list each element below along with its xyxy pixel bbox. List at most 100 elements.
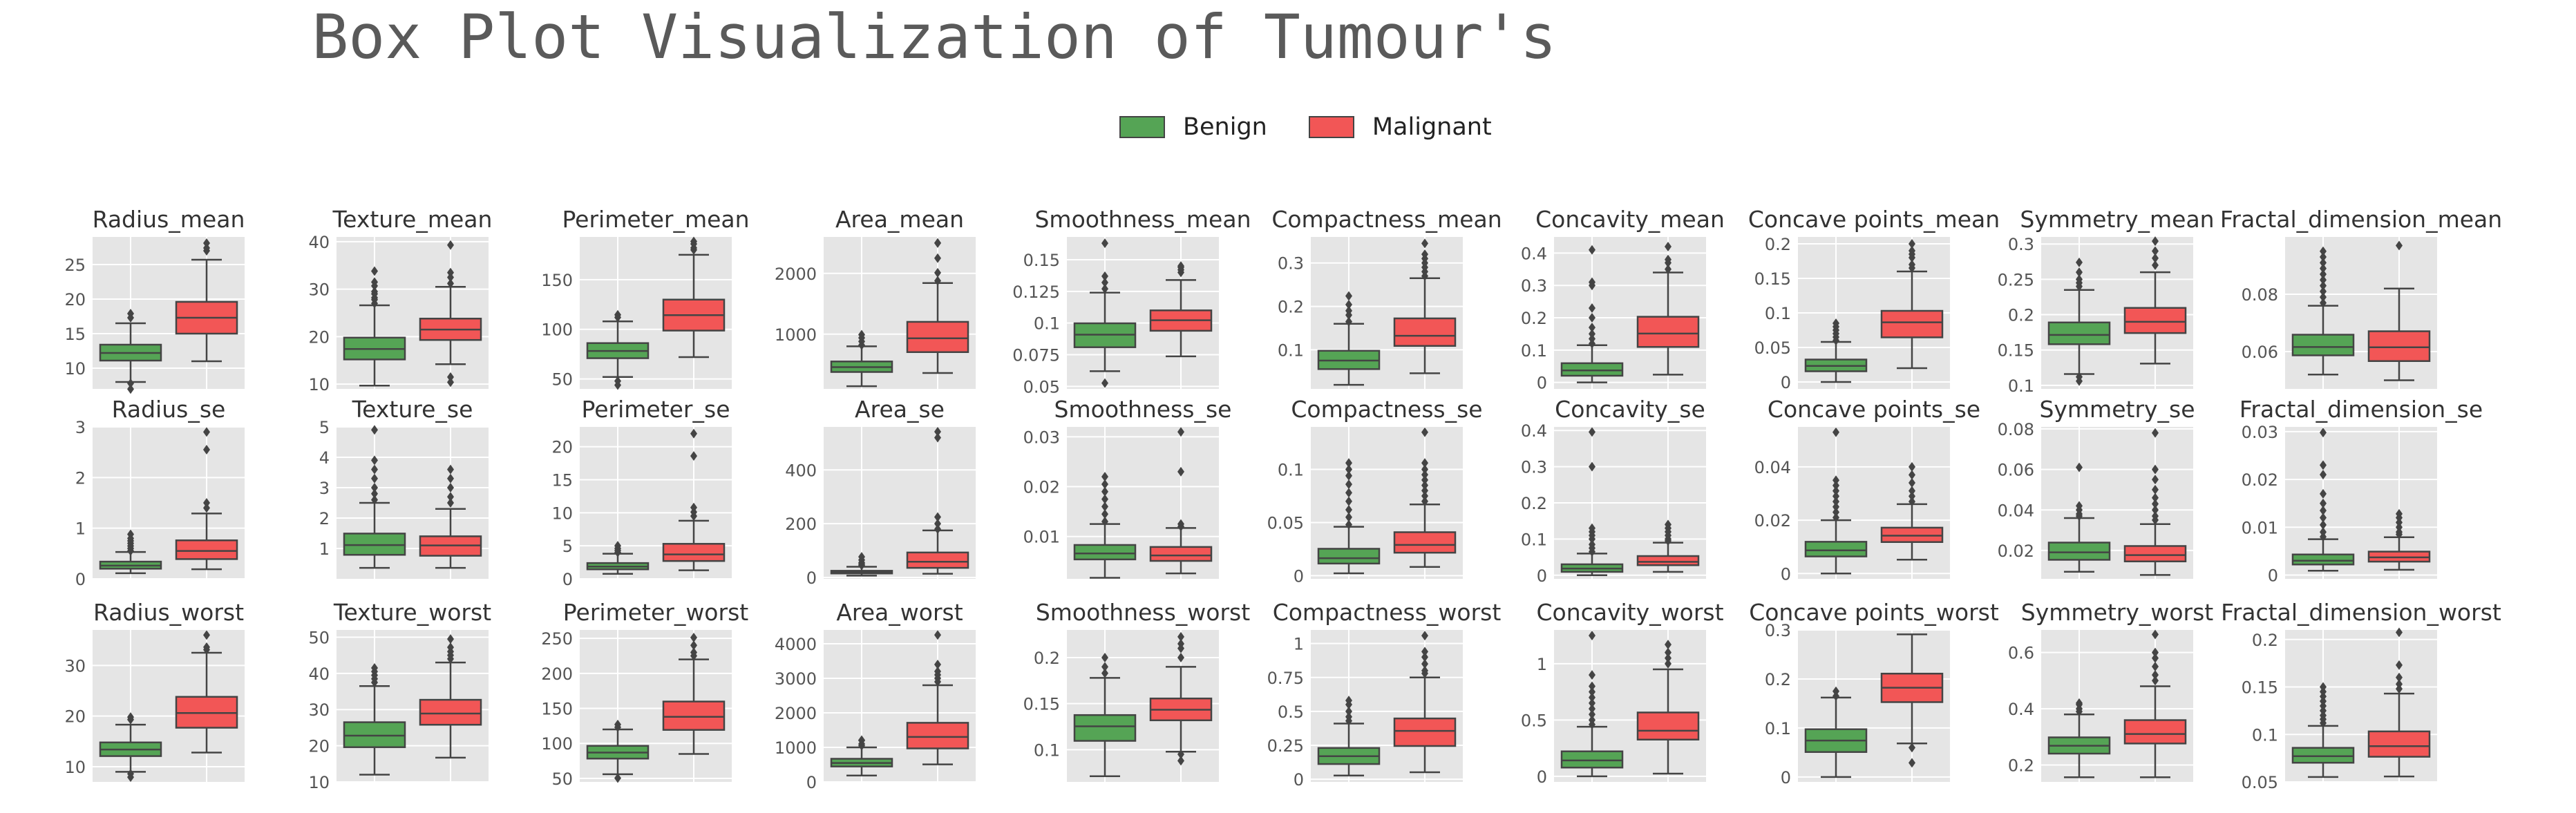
y-tick-label: 0.4 [1521, 421, 1547, 441]
y-tick-label: 0.1 [2008, 376, 2034, 396]
malignant-outlier [447, 464, 454, 475]
malignant-outlier [1421, 496, 1428, 506]
y-tick-label: 50 [551, 769, 573, 789]
benign-outlier [2076, 267, 2083, 278]
y-tick-label: 5 [562, 537, 573, 556]
malignant-outlier [1421, 659, 1428, 669]
benign-outlier [1832, 475, 1839, 486]
benign-outlier [127, 529, 134, 539]
malignant-outlier [1421, 470, 1428, 480]
malignant-outlier [1421, 486, 1428, 496]
subplot: 0 0.1 0.2 0.3 0.4 Concavity_mean [1521, 206, 1725, 393]
malignant-outlier [934, 238, 941, 248]
subplot-title: Concavity_mean [1535, 206, 1725, 233]
benign-outlier [371, 473, 378, 484]
benign-outlier [371, 425, 378, 435]
subplot: 50 100 150 200 250 Perimeter_worst [541, 599, 748, 789]
y-tick-label: 15 [64, 325, 86, 344]
y-tick-label: 0.25 [1267, 736, 1304, 756]
benign-outlier [1345, 488, 1352, 498]
benign-outlier [1589, 329, 1595, 339]
legend-item-malignant: Malignant [1308, 113, 1492, 141]
malignant-outlier [1665, 647, 1671, 658]
malignant-outlier [1665, 640, 1671, 650]
malignant-box [662, 700, 726, 731]
malignant-outlier [447, 634, 454, 644]
y-tick-label: 40 [308, 233, 330, 252]
y-tick-label: 0.05 [1023, 377, 1060, 396]
malignant-outlier [2152, 661, 2159, 671]
malignant-outlier [1177, 519, 1184, 529]
benign-outlier [1589, 523, 1595, 533]
y-tick-label: 0.1 [1521, 341, 1547, 361]
benign-outlier [1345, 711, 1352, 722]
benign-outlier [1345, 316, 1352, 327]
subplot-title: Radius_se [112, 396, 226, 423]
benign-box [343, 721, 406, 748]
benign-outlier [1589, 704, 1595, 714]
benign-outlier [2320, 258, 2327, 268]
y-tick-label: 0.05 [1754, 338, 1791, 358]
benign-outlier [127, 769, 134, 779]
benign-outlier [1345, 300, 1352, 310]
benign-outlier [1832, 497, 1839, 507]
malignant-outlier [1421, 458, 1428, 468]
malignant-outlier [690, 428, 697, 439]
benign-outlier [1101, 378, 1108, 388]
benign-outlier [2320, 498, 2327, 508]
malignant-outlier [1665, 242, 1671, 252]
subplot-title: Area_worst [836, 599, 963, 626]
benign-outlier [1101, 284, 1108, 294]
benign-box [1804, 541, 1868, 557]
malignant-outlier [1909, 470, 1915, 480]
subplot-title: Fractal_dimension_se [2239, 396, 2483, 423]
subplot-title: Radius_worst [93, 599, 244, 626]
subplot: 0.02 0.04 0.06 0.08 Symmetry_se [1998, 396, 2195, 579]
malignant-box [1393, 317, 1457, 347]
malignant-box [2367, 330, 2431, 362]
y-tick-label: 0.05 [2242, 773, 2278, 792]
benign-outlier [858, 552, 865, 562]
benign-outlier [1345, 496, 1352, 506]
y-tick-label: 0.2 [2008, 306, 2034, 325]
benign-outlier [1101, 479, 1108, 489]
benign-outlier [1832, 507, 1839, 517]
benign-outlier [2076, 257, 2083, 267]
subplot-title: Smoothness_worst [1036, 599, 1250, 626]
benign-outlier [2320, 682, 2327, 692]
y-tick-label: 0.75 [1267, 669, 1304, 688]
subplot-title: Symmetry_worst [2021, 599, 2214, 626]
benign-outlier [1832, 427, 1839, 437]
y-tick-label: 30 [308, 700, 330, 720]
malignant-outlier [2152, 511, 2159, 522]
malignant-outlier [690, 502, 697, 513]
malignant-outlier [934, 660, 941, 669]
y-tick-label: 0 [562, 570, 573, 589]
malignant-outlier [1421, 647, 1428, 657]
y-tick-label: 20 [308, 327, 330, 347]
y-tick-label: 100 [541, 321, 573, 340]
legend-swatch-malignant [1308, 116, 1354, 138]
malignant-box [175, 539, 238, 560]
benign-outlier [1832, 686, 1839, 696]
y-tick-label: 10 [551, 504, 573, 523]
benign-outlier [371, 464, 378, 475]
malignant-outlier [934, 253, 941, 263]
malignant-outlier [1909, 758, 1915, 768]
y-tick-label: 0.3 [2008, 235, 2034, 254]
subplot: 10 20 30 Radius_worst [64, 599, 245, 783]
benign-outlier [2320, 298, 2327, 308]
benign-outlier [1101, 271, 1108, 281]
y-tick-label: 0.01 [2242, 518, 2278, 537]
malignant-outlier [1909, 486, 1915, 496]
malignant-outlier [1909, 461, 1915, 472]
benign-outlier [2320, 275, 2327, 285]
malignant-outlier [1909, 239, 1915, 249]
benign-outlier [1589, 277, 1595, 287]
malignant-box [906, 321, 969, 354]
malignant-outlier [1909, 246, 1915, 256]
benign-outlier [2320, 246, 2327, 256]
y-tick-label: 0.05 [1267, 513, 1304, 533]
malignant-outlier [2152, 475, 2159, 485]
